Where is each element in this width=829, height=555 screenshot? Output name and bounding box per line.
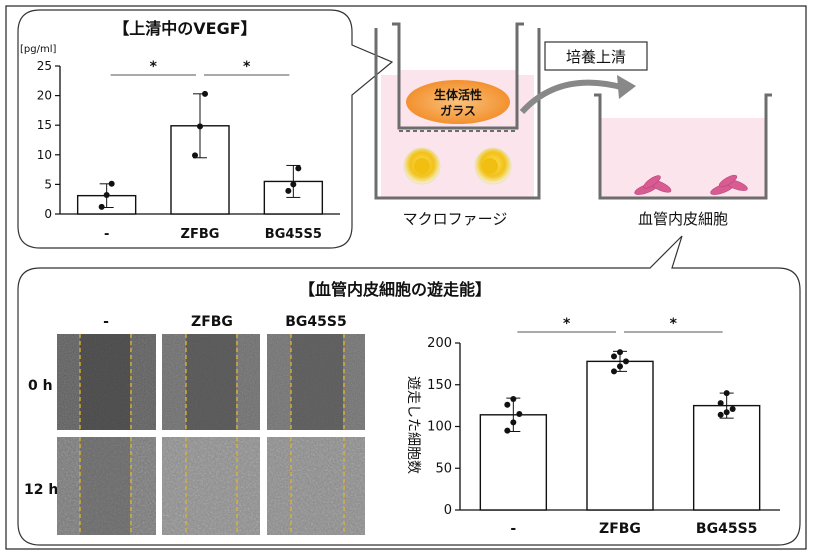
micrograph-12h-control xyxy=(57,437,156,535)
data-point xyxy=(290,181,297,188)
glass-label-line2: ガラス xyxy=(440,103,476,118)
data-point xyxy=(611,368,617,375)
data-point xyxy=(611,353,617,360)
y-tick-label: 200 xyxy=(427,336,452,351)
insert-wall xyxy=(392,22,524,130)
data-point xyxy=(510,419,517,426)
category-label: BG45S5 xyxy=(265,227,322,242)
migration-panel-title: 【血管内皮細胞の遊走能】 xyxy=(299,280,491,299)
data-point xyxy=(723,409,730,416)
column-label-bg45s5: BG45S5 xyxy=(285,314,346,330)
data-point xyxy=(510,395,517,402)
data-point xyxy=(98,203,105,210)
supernatant-label-box xyxy=(544,41,648,71)
bioactive-glass-shape xyxy=(406,80,510,124)
glass-label-line1: 生体活性 xyxy=(434,87,482,102)
y-tick-label: 100 xyxy=(427,420,452,435)
column-label-zfbg: ZFBG xyxy=(191,314,233,330)
data-point xyxy=(108,180,115,187)
category-label: - xyxy=(510,521,516,537)
macrophage-nucleus xyxy=(414,158,430,174)
micrograph-0h-control xyxy=(57,334,156,430)
data-point xyxy=(504,427,511,434)
migration-panel: 【血管内皮細胞の遊走能】 - ZFBG BG45S5 0 h 12 h xyxy=(17,235,801,546)
migration-chart: 0 50 100 150 200 - ZFBG BG45S5 * * xyxy=(427,316,780,537)
migration-ylabel: 遊走した細胞数 xyxy=(405,376,421,474)
data-point xyxy=(103,192,110,199)
data-point xyxy=(197,123,203,130)
micrograph-0h-zfbg xyxy=(162,334,260,430)
y-tick-label: 50 xyxy=(435,461,452,476)
endothelial-dish-wall xyxy=(594,93,772,200)
micrograph-grid xyxy=(57,334,365,535)
category-label: - xyxy=(104,227,109,242)
data-point xyxy=(617,363,623,370)
y-tick-label: 150 xyxy=(427,378,452,393)
significance-star: * xyxy=(243,59,251,75)
significance-star: * xyxy=(150,59,158,75)
row-label-0h: 0 h xyxy=(28,378,53,394)
data-point xyxy=(623,358,629,365)
macrophage-label: マクロファージ xyxy=(403,210,508,228)
data-point xyxy=(192,152,198,159)
macrophage-nucleus xyxy=(482,158,498,174)
data-point xyxy=(717,411,724,418)
outer-frame xyxy=(5,5,807,550)
transfer-arrow-body xyxy=(519,79,626,115)
y-tick-label: 0 xyxy=(44,207,52,221)
category-label: ZFBG xyxy=(599,521,641,537)
category-label: BG45S5 xyxy=(696,521,757,537)
supernatant-label: 培養上清 xyxy=(566,48,626,66)
data-point xyxy=(617,349,623,356)
significance-star: * xyxy=(670,316,678,332)
data-point xyxy=(285,187,292,194)
vegf-panel: 【上清中のVEGF】 [pg/ml] 0 5 10 15 20 25 - ZFBG BG45S5… xyxy=(17,9,394,249)
transwell-illustration: 生体活性 ガラス マクロファージ xyxy=(374,22,541,228)
data-point xyxy=(295,165,302,172)
y-tick-label: 20 xyxy=(37,89,52,103)
vegf-panel-title: 【上清中のVEGF】 xyxy=(113,19,256,38)
data-point xyxy=(729,405,736,412)
vegf-unit-label: [pg/ml] xyxy=(20,44,56,55)
endothelial-dish: 血管内皮細胞 xyxy=(594,93,772,228)
bar xyxy=(692,404,761,511)
endothelial-label: 血管内皮細胞 xyxy=(638,210,728,228)
transfer-arrowhead xyxy=(617,75,636,99)
data-point xyxy=(202,90,208,97)
data-point xyxy=(504,401,511,408)
micrograph-12h-zfbg xyxy=(162,437,260,535)
micrograph-12h-bg45s5 xyxy=(267,437,365,535)
vegf-chart: 0 5 10 15 20 25 - ZFBG BG45S5 * * xyxy=(37,59,340,242)
row-label-12h: 12 h xyxy=(24,482,58,498)
y-tick-label: 25 xyxy=(37,59,52,73)
outer-well-wall xyxy=(374,28,541,200)
data-point xyxy=(516,410,523,417)
column-label-control: - xyxy=(103,314,109,330)
y-tick-label: 10 xyxy=(37,148,52,162)
y-tick-label: 15 xyxy=(37,118,52,132)
y-tick-label: 0 xyxy=(444,503,452,518)
significance-star: * xyxy=(563,316,571,332)
y-tick-label: 5 xyxy=(44,177,52,191)
data-point xyxy=(723,390,730,397)
endothelial-cells xyxy=(634,174,748,195)
supernatant-transfer: 培養上清 xyxy=(519,41,648,115)
bar xyxy=(586,360,654,511)
category-label: ZFBG xyxy=(181,227,220,242)
data-point xyxy=(717,400,724,407)
micrograph-0h-bg45s5 xyxy=(267,334,365,430)
